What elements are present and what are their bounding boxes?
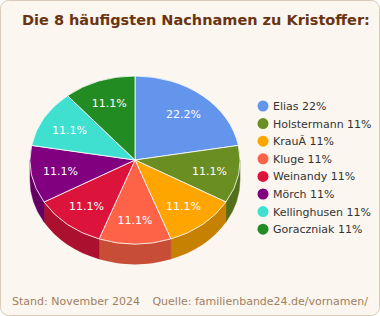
legend-label: Goraczniak 11% [273,223,362,236]
legend-label: Holstermann 11% [273,118,372,131]
legend-swatch [258,206,269,217]
data-label: 11.1% [92,97,127,110]
legend-label: Elias 22% [273,100,326,113]
legend-swatch [258,118,269,129]
pie-slice [68,76,135,160]
data-label: 11.1% [43,165,78,178]
legend-swatch [258,171,269,182]
legend: Elias 22% Holstermann 11% KrauÃ 11% Kluge 1… [258,100,372,236]
data-label: 11.1% [69,200,104,213]
legend-label: Mörch 11% [273,188,334,201]
annotation: Quelle: familienbande24.de/vornamen/ [152,295,368,308]
legend-swatch [258,189,269,200]
legend-label: KrauÃ 11% [273,135,334,148]
data-label: 11.1% [192,165,227,178]
title: Die 8 häufigsten Nachnamen zu Kristoffer… [22,12,370,28]
annotation: Stand: November 2024 [12,295,140,308]
data-label: 11.1% [52,124,87,137]
legend-label: Kellinghusen 11% [273,206,371,219]
legend-label: Kluge 11% [273,153,332,166]
data-label: 11.1% [118,214,153,227]
legend-swatch [258,101,269,112]
data-label: 11.1% [166,200,201,213]
data-label: 22.2% [166,108,201,121]
pie-sides [30,160,240,264]
legend-swatch [258,153,269,164]
chart: Die 8 häufigsten Nachnamen zu Kristoffer… [0,0,380,316]
legend-swatch [258,136,269,147]
pie-slices [30,76,240,244]
legend-swatch [258,224,269,235]
background [1,1,380,316]
legend-label: Weinandy 11% [273,170,355,183]
